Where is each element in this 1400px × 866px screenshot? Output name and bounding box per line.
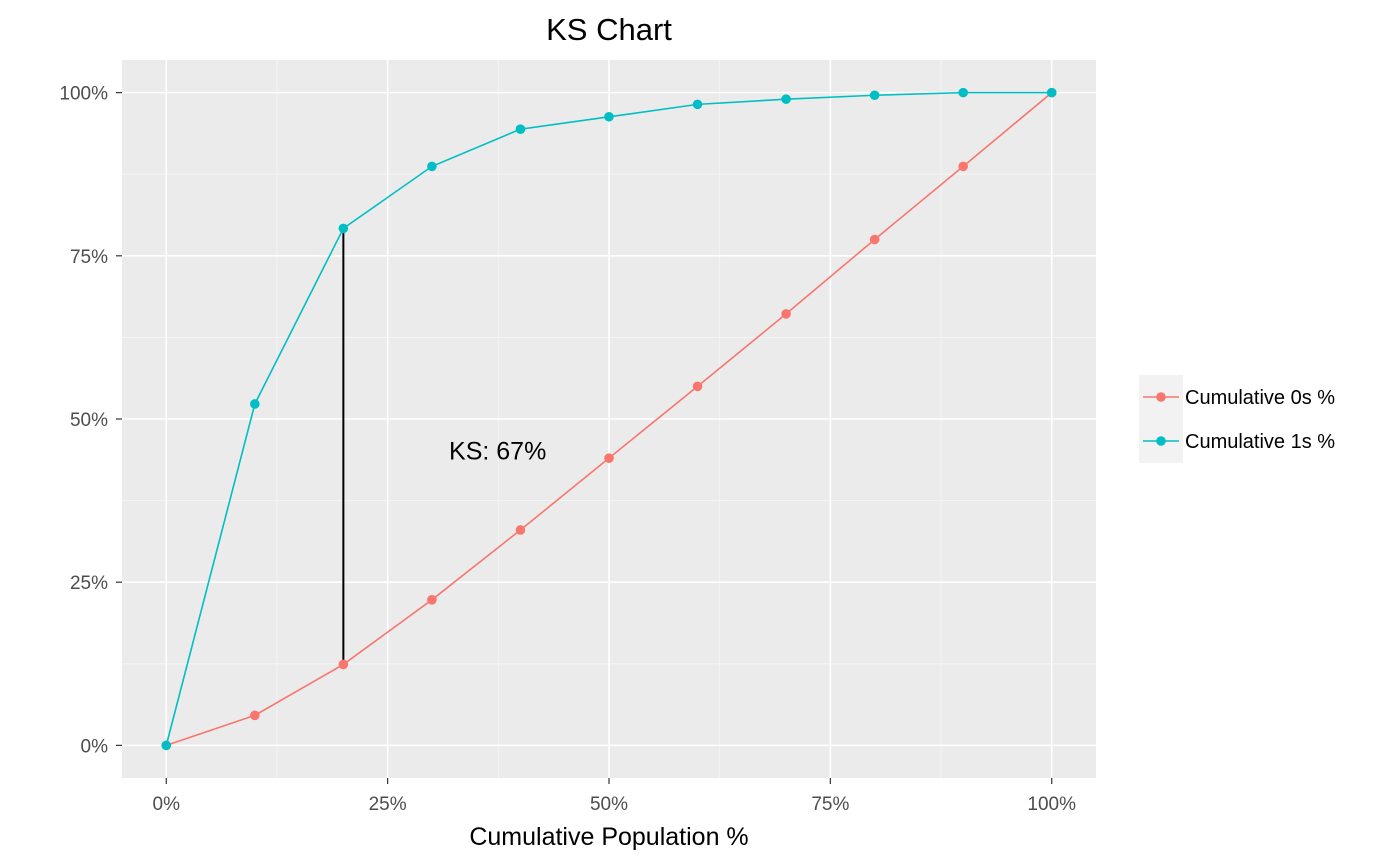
data-point (161, 740, 172, 751)
x-tick-label: 25% (369, 794, 407, 815)
legend-label: Cumulative 1s % (1185, 431, 1335, 453)
data-point (250, 399, 260, 409)
y-tick-label: 50% (70, 410, 108, 431)
data-point (958, 87, 968, 98)
legend: Cumulative 0s % Cumulative 1s % (1139, 375, 1335, 463)
legend-item-1: Cumulative 0s % (1139, 375, 1335, 419)
data-point (1046, 87, 1057, 98)
data-point (869, 90, 880, 101)
data-point (604, 111, 614, 122)
x-axis-title: Cumulative Population % (469, 823, 748, 851)
data-point (692, 99, 703, 110)
series-layer (161, 87, 1057, 751)
data-point (338, 659, 349, 670)
y-tick-label: 25% (70, 573, 108, 594)
legend-key-point (1156, 436, 1166, 446)
legend-key-point (1156, 392, 1166, 402)
y-tick-label: 75% (70, 247, 108, 268)
x-tick-label: 0% (153, 794, 181, 815)
y-tick-label: 0% (81, 736, 109, 757)
data-point (250, 710, 260, 721)
x-tick-label: 50% (590, 794, 628, 815)
grid (122, 60, 1096, 778)
data-point (427, 595, 437, 605)
ks-annotation: KS: 67% (449, 438, 546, 466)
data-point (958, 161, 968, 172)
data-point (604, 453, 614, 463)
y-tick-label: 100% (59, 84, 108, 105)
data-point (515, 124, 526, 134)
data-point (781, 309, 791, 319)
data-point (427, 161, 437, 172)
x-tick-label: 100% (1027, 794, 1076, 815)
data-point (781, 94, 791, 104)
data-point (338, 223, 349, 234)
chart-title: KS Chart (546, 12, 672, 47)
axes: 0% 25% 50% 75% 100% 0% 25% 50% 75% 100% (59, 84, 1076, 815)
x-tick-label: 75% (811, 794, 849, 815)
series-2 (161, 87, 1057, 751)
legend-label: Cumulative 0s % (1185, 387, 1335, 409)
data-point (692, 381, 703, 392)
data-point (869, 234, 880, 245)
data-point (515, 525, 526, 535)
legend-item-2: Cumulative 1s % (1139, 419, 1335, 463)
